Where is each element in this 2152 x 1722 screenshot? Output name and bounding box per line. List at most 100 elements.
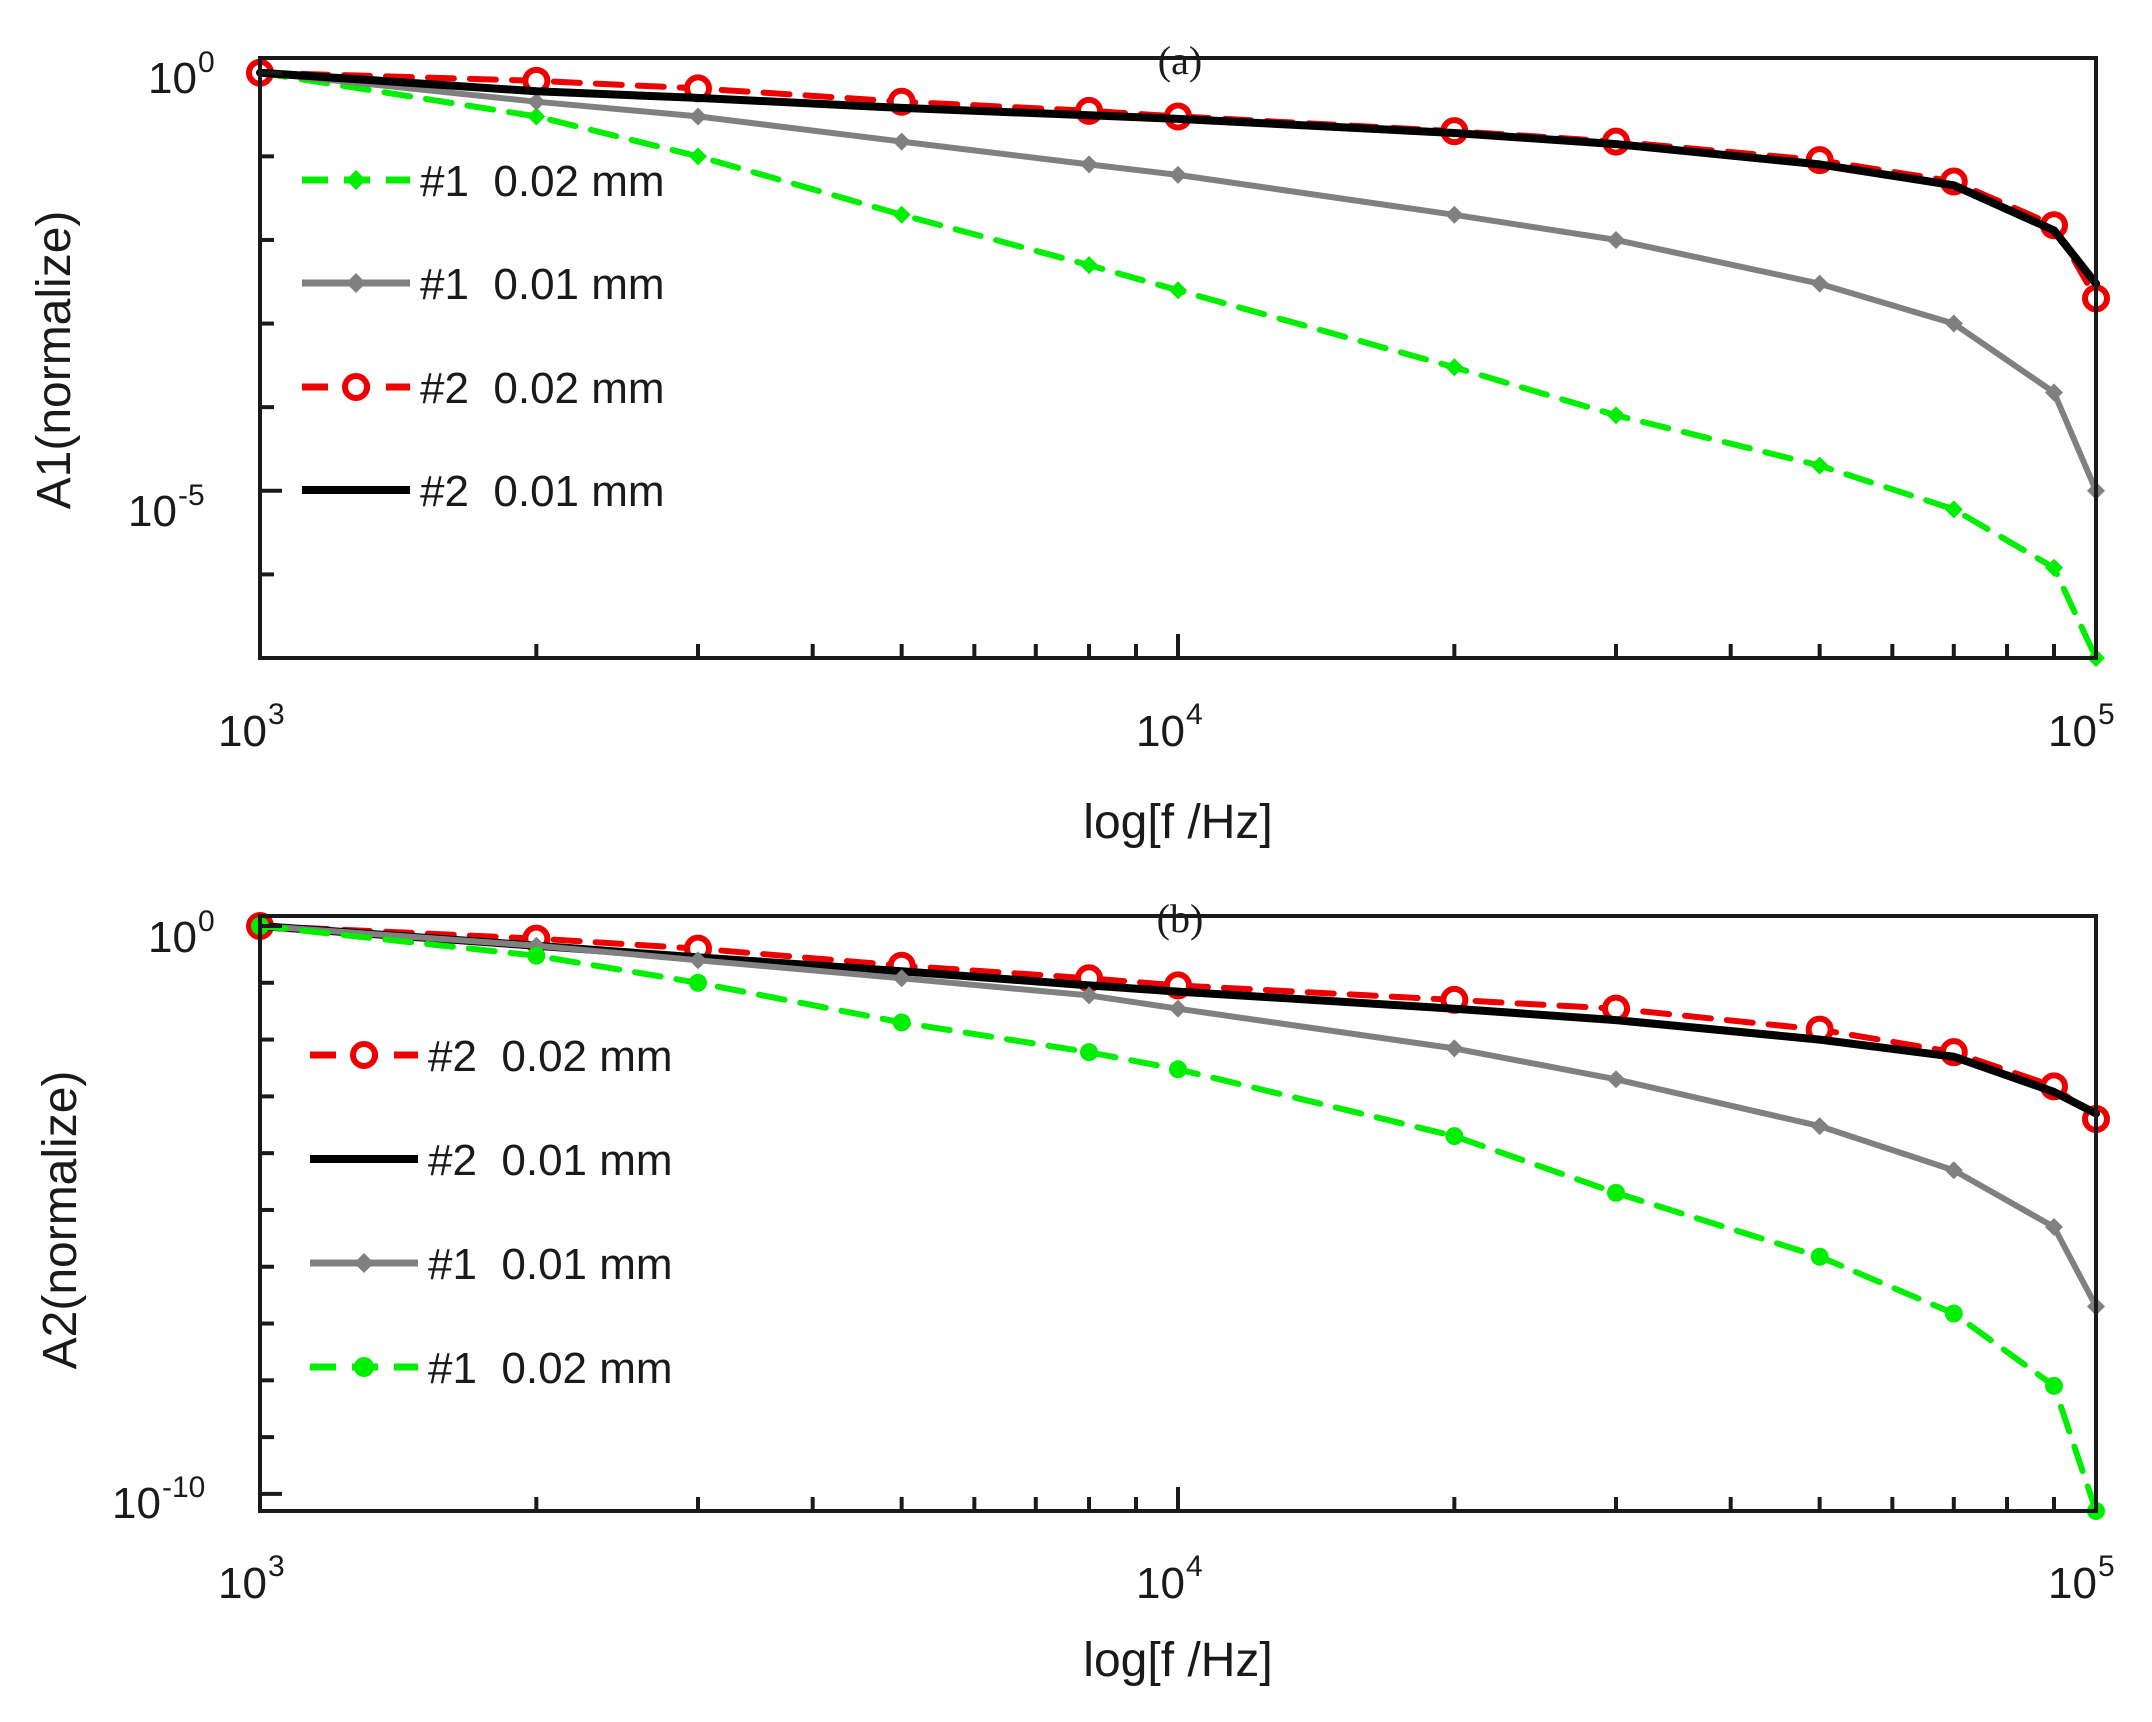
panel-a-legend-item-1: #1 0.02 mm [302, 157, 665, 206]
panel-b-ytick-1: 10 0 [148, 905, 215, 962]
series-line [257, 923, 2099, 1122]
data-point [2044, 1218, 2063, 1237]
data-point [1169, 165, 1187, 184]
panel-b-ytick-1-exp: 0 [198, 905, 215, 938]
panel-a-ytick-1-exp: 0 [198, 46, 215, 79]
panel-a-ytick-2: 10 -5 [128, 479, 205, 536]
panel-b: (b) 10 0 10 -10 10 3 10 4 10 5 log[f /Hz… [34, 896, 2115, 1687]
data-point [1810, 1117, 1829, 1136]
data-point [1080, 256, 1099, 275]
panel-a-legend-item-4: #2 0.01 mm [302, 467, 665, 516]
data-point [688, 147, 707, 166]
panel-b-xtick-3: 10 5 [2048, 1550, 2115, 1608]
data-point [527, 107, 546, 126]
panel-b-xtick-3-base: 10 [2048, 1559, 2097, 1608]
panel-a-xtick-2: 10 4 [1136, 698, 1203, 756]
data-point [688, 107, 707, 126]
panel-b-legend-item-1: #2 0.02 mm [310, 1032, 673, 1081]
data-point [527, 92, 546, 111]
panel-a-x-axis-title: log[f /Hz] [1083, 796, 1272, 849]
panel-b-x-axis-title: log[f /Hz] [1083, 1634, 1272, 1687]
data-point [1606, 1183, 1625, 1202]
data-point [1810, 456, 1829, 475]
series-line [256, 68, 2100, 288]
series-4 [256, 68, 2100, 288]
panel-b-series [246, 912, 2110, 1520]
data-point [1080, 155, 1099, 174]
data-point [2044, 558, 2063, 577]
data-point [1606, 406, 1625, 425]
panel-b-legend-item-4: #1 0.02 mm [310, 1344, 673, 1393]
panel-b-legend-label-1: #2 0.02 mm [428, 1032, 673, 1081]
data-point [2044, 383, 2063, 402]
panel-a-y-axis-title: A1(normalize) [28, 211, 81, 510]
legend-marker-dot-icon [354, 1357, 374, 1377]
panel-a-legend-label-3: #2 0.02 mm [420, 364, 665, 413]
series-line [257, 69, 2099, 661]
panel-b-xtick-1-base: 10 [218, 1559, 267, 1608]
panel-b-legend-label-4: #1 0.02 mm [428, 1344, 673, 1393]
data-point [1080, 1043, 1099, 1062]
panel-b-xtick-2-exp: 4 [1186, 1550, 1203, 1583]
panel-b-minor-ticks [258, 924, 2098, 1511]
panel-a-xtick-1-exp: 3 [268, 698, 285, 731]
data-point [1169, 999, 1187, 1018]
data-point [892, 969, 911, 988]
series-line [257, 923, 2099, 1310]
legend-marker-circle-icon [350, 1041, 378, 1069]
panel-a-legend-item-2: #1 0.01 mm [302, 260, 665, 309]
legend-marker-circle-icon [342, 373, 370, 401]
panel-a-minor-ticks [258, 70, 2098, 660]
panel-a-series [246, 58, 2110, 667]
panel-b-legend-label-3: #1 0.01 mm [428, 1240, 673, 1289]
panel-a-xtick-1-base: 10 [218, 707, 267, 756]
panel-b-legend: #2 0.02 mm #2 0.01 mm #1 0.01 mm #1 0.02… [310, 1032, 673, 1393]
panel-a-ytick-2-exp: -5 [178, 479, 205, 512]
data-point [688, 973, 707, 992]
series-line [257, 923, 2099, 1514]
data-point [892, 132, 911, 151]
data-point [1445, 358, 1464, 377]
panel-b-xtick-3-exp: 5 [2098, 1550, 2115, 1583]
legend-marker-diamond-icon [346, 273, 366, 293]
data-point [1944, 314, 1963, 333]
panel-a-xtick-2-base: 10 [1136, 707, 1185, 756]
series-line [257, 69, 2099, 494]
panel-b-label: (b) [1157, 896, 1204, 941]
data-point [892, 205, 911, 224]
data-point [1169, 1060, 1187, 1079]
panel-a-legend-label-1: #1 0.02 mm [420, 157, 665, 206]
data-point [1944, 500, 1963, 519]
data-point [1169, 281, 1187, 300]
panel-b-ytick-2-exp: -10 [162, 1471, 205, 1504]
data-point [1810, 274, 1829, 293]
panel-a-xtick-3-base: 10 [2048, 707, 2097, 756]
panel-b-legend-item-2: #2 0.01 mm [310, 1136, 673, 1185]
data-point [1445, 1127, 1464, 1146]
data-point [1606, 1070, 1625, 1089]
panel-a-legend-label-4: #2 0.01 mm [420, 467, 665, 516]
panel-a-ytick-1-base: 10 [148, 54, 197, 103]
panel-a-ytick-2-base: 10 [128, 487, 177, 536]
panel-b-ytick-1-base: 10 [148, 913, 197, 962]
panel-b-ytick-2-base: 10 [112, 1479, 161, 1528]
panel-a-xtick-1: 10 3 [218, 698, 285, 756]
legend-marker-diamond-icon [346, 170, 366, 190]
panel-b-xtick-2: 10 4 [1136, 1550, 1203, 1608]
panel-b-legend-item-3: #1 0.01 mm [310, 1240, 673, 1289]
panel-a-xtick-3-exp: 5 [2098, 698, 2115, 731]
panel-b-y-axis-title: A2(normalize) [34, 1071, 87, 1370]
data-point [1445, 205, 1464, 224]
panel-a-legend-item-3: #2 0.02 mm [302, 364, 665, 413]
panel-a-xtick-2-exp: 4 [1186, 698, 1203, 731]
panel-b-ytick-2: 10 -10 [112, 1471, 205, 1528]
panel-a-legend: #1 0.02 mm #1 0.01 mm #2 0.02 mm #2 0.01… [302, 157, 665, 516]
data-point [1944, 1304, 1963, 1323]
panel-a-xtick-3: 10 5 [2048, 698, 2115, 756]
panel-b-legend-label-2: #2 0.01 mm [428, 1136, 673, 1185]
panel-a-ytick-1: 10 0 [148, 46, 215, 103]
data-point [1944, 1161, 1963, 1180]
panel-a-legend-label-2: #1 0.01 mm [420, 260, 665, 309]
series-1 [251, 63, 2105, 667]
